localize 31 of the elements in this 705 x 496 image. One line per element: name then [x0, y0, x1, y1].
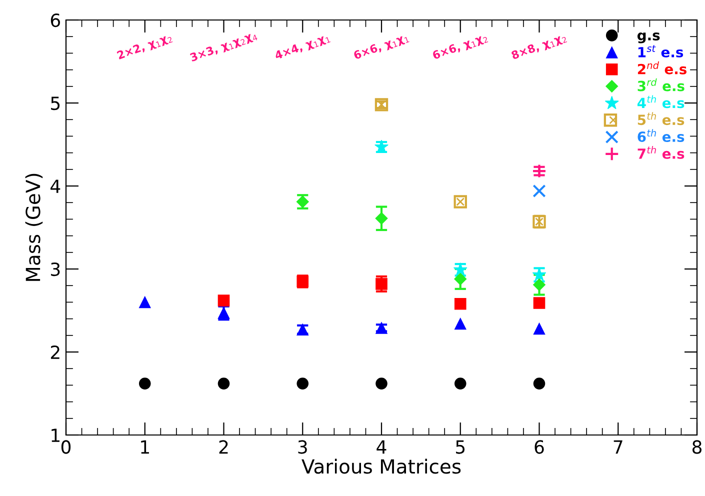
annotation: 8×8, χ$_{1}$χ$_{2}$ [510, 32, 568, 62]
x-tick-label: 1 [141, 440, 149, 454]
x-axis-title: Various Matrices [302, 458, 461, 474]
annotation: 4×4, χ$_{1}$χ$_{1}$ [274, 32, 331, 62]
legend-label: 1$^{st}$ e.s [638, 45, 684, 58]
annotation: 3×3, χ$_{1}$χ$_{2}$χ$_{4}$ [190, 30, 258, 64]
legend-label: 7$^{th}$ e.s [638, 146, 684, 159]
legend-label: 5$^{th}$ e.s [638, 112, 684, 126]
x-tick-label: 5 [456, 440, 465, 454]
x-tick-label: 4 [376, 440, 386, 454]
y-tick-label: 5 [51, 96, 60, 110]
annotation: 2×2, χ$_{1}$χ$_{2}$ [116, 32, 173, 62]
annotation: 6×6, χ$_{1}$χ$_{1}$ [353, 32, 410, 62]
y-axis-title: Mass (GeV) [25, 174, 43, 281]
x-tick-label: 7 [614, 440, 622, 454]
x-tick-label: 8 [692, 440, 702, 454]
legend-label: g.s [637, 32, 660, 44]
legend-label: 3$^{rd}$ e.s [638, 78, 684, 92]
legend-label: 2$^{nd}$ e.s [638, 61, 687, 74]
y-tick-label: 1 [52, 428, 60, 442]
y-tick-label: 4 [50, 180, 60, 193]
x-tick-label: 3 [298, 440, 307, 454]
annotation: 6×6, χ$_{1}$χ$_{2}$ [432, 32, 488, 62]
x-tick-label: 6 [534, 440, 544, 454]
y-tick-label: 3 [51, 262, 60, 276]
y-tick-label: 2 [50, 345, 60, 359]
x-tick-label: 2 [219, 440, 228, 454]
y-tick-label: 6 [50, 13, 60, 28]
legend-label: 6$^{th}$ e.s [638, 129, 684, 142]
legend-label: 4$^{th}$ e.s [637, 95, 684, 108]
x-tick-label: 0 [61, 440, 71, 454]
